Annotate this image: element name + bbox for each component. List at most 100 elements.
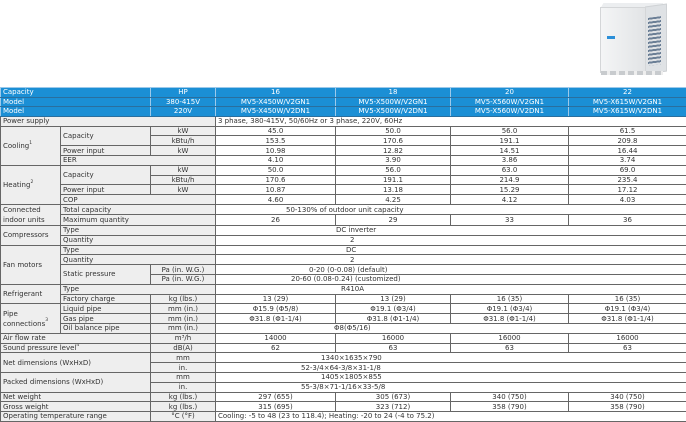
value-cell: 3 phase, 380-415V, 50/60Hz or 3 phase, 2… (215, 115, 686, 127)
unit-cell: kW (150, 145, 216, 156)
cell-text: 36 (623, 216, 632, 225)
cell-text: 2 (350, 236, 355, 245)
value-cell: 26 (215, 214, 336, 226)
value-cell: 4.25 (335, 194, 451, 205)
value-cell: 153.5 (215, 135, 336, 147)
row-label: Oil balance pipe (60, 322, 151, 334)
cell-text: Power input (63, 185, 105, 194)
cell-text: 50.0 (385, 126, 401, 135)
cell-text: 50-130% of outdoor unit capacity (286, 205, 404, 214)
cell-text: 63 (388, 343, 398, 352)
header-row: Model 220V MV5-X450W/V2DN1 MV5-X500W/V2DN1 M… (0, 106, 686, 117)
value-cell: 170.6 (215, 174, 336, 186)
unit-cell: mm (in.) (150, 322, 216, 334)
value-cell: 191.1 (450, 135, 569, 147)
cell-text: Cooling (3, 141, 30, 150)
table-row: Power input kW 10.98 12.82 14.51 16.44 (1, 145, 686, 156)
table-row: Gas pipe mm (in.) Φ31.8 (Φ1-1/4) Φ31.8 (Φ1-… (1, 313, 686, 324)
footnote-marker: 1 (29, 140, 33, 146)
cell-text: 4.12 (501, 195, 518, 204)
value-cell: 340 (750) (568, 391, 686, 403)
unit-cell: kg (lbs.) (150, 401, 216, 413)
cell-text: R410A (341, 285, 365, 294)
row-label: Capacity (0, 87, 151, 98)
unit-cell: in. (150, 362, 216, 373)
value-cell: Φ19.1 (Φ3/4) (568, 303, 686, 315)
cell-text: Net weight (3, 392, 42, 401)
cell-text: °C (°F) (171, 412, 195, 421)
cell-text: 297 (655) (258, 392, 293, 401)
cell-text: MV5-X560W/V2GN1 (474, 97, 545, 106)
value-cell: Φ15.9 (Φ5/8) (215, 303, 336, 315)
value-cell: 50.0 (215, 164, 336, 176)
cell-text: Cooling: -5 to 48 (23 to 118.4); Heating… (218, 412, 435, 421)
value-cell: 45.0 (215, 125, 336, 137)
cell-text: 10.87 (265, 185, 286, 194)
cell-text: 13 (29) (262, 294, 289, 303)
cell-text: Φ31.8 (Φ1-1/4) (366, 314, 420, 323)
value-cell: MV5-X450W/V2GN1 (215, 96, 336, 108)
unit-cell: Pa (in. W.G.) (150, 264, 216, 275)
row-label: Operating temperature range (0, 411, 151, 422)
value-cell: MV5-X615W/V2DN1 (568, 106, 686, 117)
cell-text: 358 (790) (610, 402, 645, 411)
row-label: Power input (60, 184, 151, 196)
cell-text: Liquid pipe (63, 304, 102, 313)
cell-text: 4.10 (267, 156, 284, 165)
value-cell: 50-130% of outdoor unit capacity (215, 203, 686, 216)
cell-text: Refrigerant (3, 290, 43, 299)
table-row: Power input kW 10.87 13.18 15.29 17.12 (1, 184, 686, 196)
unit-cell: mm (150, 371, 216, 383)
cell-text: 3.74 (619, 156, 636, 165)
cell-text: Capacity (63, 131, 94, 140)
value-cell: Φ31.8 (Φ1-1/4) (450, 313, 569, 324)
cell-text: 1340×1635×790 (321, 353, 382, 362)
table-row: Static pressure Pa (in. W.G.) 0-20 (0-0.08… (1, 264, 686, 285)
cell-text: 191.1 (499, 136, 520, 145)
unit-cell: HP (150, 87, 216, 98)
cell-text: Heating (3, 180, 31, 189)
cell-text: 22 (623, 88, 632, 97)
value-cell: 16000 (568, 332, 686, 344)
cell-text: kBtu/h (171, 175, 195, 184)
table-row: Fan motors Type DC (0, 244, 686, 285)
cell-text: Pipe connections (3, 309, 46, 328)
cell-text: 45.0 (267, 126, 284, 135)
cell-text: Oil balance pipe (63, 324, 120, 333)
cell-text: 3 phase, 380-415V, 50/60Hz or 3 phase, 2… (218, 117, 403, 126)
table-row: Pipe connections3 Liquid pipe mm (in.) Φ15.… (0, 303, 686, 334)
cell-text: 52-3/4×64-3/8×31-1/8 (301, 363, 381, 372)
value-cell: 3.86 (450, 154, 569, 166)
row-label: Capacity (60, 125, 151, 147)
cell-text: 305 (673) (375, 392, 411, 401)
cell-text: 50.0 (267, 166, 284, 175)
cell-text: EER (63, 156, 77, 165)
cell-text: 69.0 (619, 166, 636, 175)
table-row: EER 4.10 3.90 3.86 3.74 (1, 154, 686, 166)
cell-text: MV5-X500W/V2DN1 (358, 107, 428, 116)
cell-text: 315 (695) (258, 402, 293, 411)
value-cell: 16.44 (568, 145, 686, 156)
value-cell: 63.0 (450, 164, 569, 176)
cell-text: MV5-X615W/V2GN1 (592, 97, 663, 106)
outdoor-unit-product-image (598, 3, 668, 77)
value-cell: 36 (568, 214, 686, 226)
cell-text: Compressors (3, 231, 49, 240)
cell-text: 153.5 (265, 136, 286, 145)
cell-text: 63 (623, 343, 632, 352)
table-row: Cooling1 Capacity kW 45.0 50.0 56.0 61.5 (0, 125, 686, 166)
value-cell: MV5-X560W/V2DN1 (450, 106, 569, 117)
value-cell: 340 (750) (450, 391, 569, 403)
unit-cell: kW (150, 184, 216, 196)
cell-text: MV5-X500W/V2GN1 (358, 97, 428, 106)
unit-cell: m³/h (150, 332, 216, 344)
value-cell: 14000 (215, 332, 336, 344)
row-label: Fan motors (0, 244, 61, 285)
row-label: Refrigerant (0, 283, 61, 305)
cell-text: mm (176, 353, 190, 362)
value-cell: 10.87 (215, 184, 336, 196)
cell-text: 3.86 (501, 156, 518, 165)
cell-text: DC inverter (336, 226, 377, 235)
cell-text: Total capacity (63, 205, 112, 214)
value-cell: 13 (29) (335, 293, 451, 305)
